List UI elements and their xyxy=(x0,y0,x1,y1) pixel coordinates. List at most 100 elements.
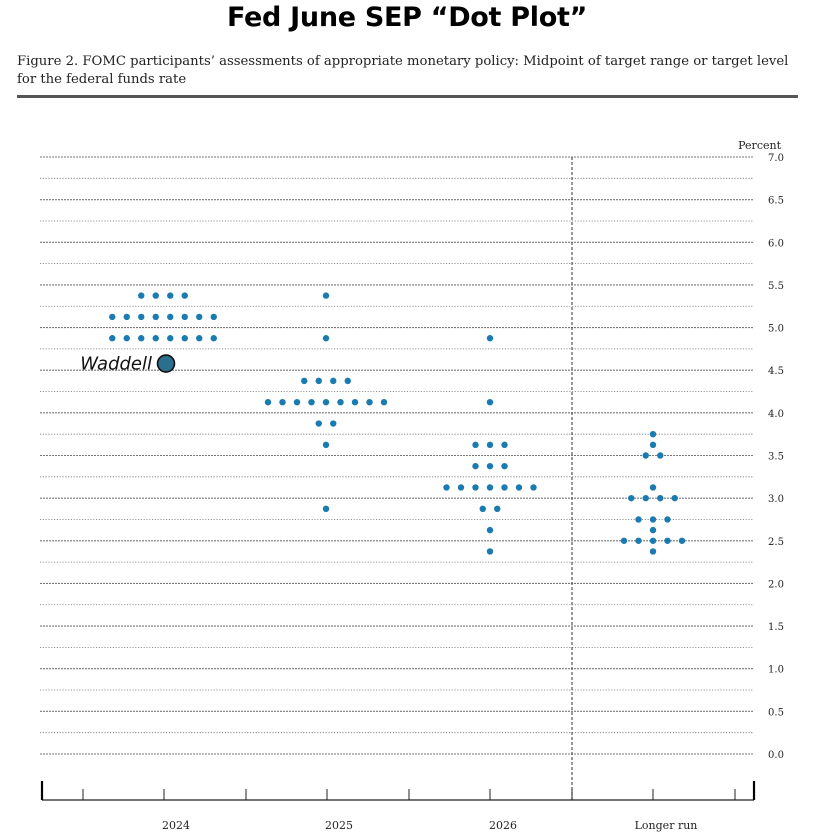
y-tick-label: 3.0 xyxy=(768,494,784,505)
participant-dot xyxy=(443,484,450,491)
participant-dot xyxy=(649,430,657,438)
participant-dot xyxy=(293,398,301,406)
participant-dot xyxy=(457,484,465,491)
participant-dot xyxy=(167,292,174,299)
participant-dot xyxy=(515,484,523,491)
participant-dot xyxy=(635,516,642,523)
participant-dot xyxy=(123,335,130,342)
participant-dot xyxy=(649,526,657,534)
participant-dot xyxy=(664,516,671,523)
participant-dot xyxy=(635,537,642,544)
participant-dot xyxy=(322,505,330,513)
y-axis-label: Percent xyxy=(738,139,781,152)
participant-dot xyxy=(301,377,308,385)
participant-dot xyxy=(486,526,494,534)
participant-dot xyxy=(628,494,635,502)
participant-dot xyxy=(210,335,217,342)
participant-dot xyxy=(167,335,174,342)
participant-dot xyxy=(649,516,657,523)
participant-dot xyxy=(649,484,657,491)
caption-rule xyxy=(17,95,798,98)
participant-dot xyxy=(472,462,479,470)
annotation: Waddell xyxy=(80,354,176,375)
participant-dot xyxy=(479,505,486,513)
grid-lines xyxy=(40,156,754,800)
participant-dot xyxy=(486,484,494,491)
y-tick-label: 0.5 xyxy=(768,707,784,718)
participant-dot xyxy=(351,398,359,406)
participant-dot xyxy=(366,398,373,406)
participant-dot xyxy=(486,335,494,342)
participant-dot xyxy=(649,537,657,544)
y-tick-label: 7.0 xyxy=(768,153,784,164)
participant-dot xyxy=(322,441,330,449)
dot-series xyxy=(109,292,686,555)
participant-dot xyxy=(109,335,116,342)
y-tick-label: 1.0 xyxy=(768,665,784,676)
participant-dot xyxy=(620,537,628,544)
participant-dot xyxy=(152,313,159,321)
participant-dot xyxy=(657,494,664,502)
y-tick-label: 2.0 xyxy=(768,579,784,590)
participant-dot xyxy=(649,441,657,449)
participant-dot xyxy=(337,398,344,406)
participant-dot xyxy=(138,335,145,342)
participant-dot xyxy=(530,484,537,491)
participant-dot xyxy=(196,313,203,321)
participant-dot xyxy=(138,292,145,299)
participant-dot xyxy=(315,377,322,385)
participant-dot xyxy=(486,462,494,470)
annotation-dot xyxy=(156,354,176,373)
participant-dot xyxy=(671,494,678,502)
participant-dot xyxy=(664,537,671,544)
participant-dot xyxy=(264,398,272,406)
participant-dot xyxy=(167,313,174,321)
x-tick-label: 2025 xyxy=(325,819,353,832)
participant-dot xyxy=(152,292,159,299)
participant-dot xyxy=(181,335,188,342)
participant-dot xyxy=(123,313,130,321)
x-tick-label: 2024 xyxy=(162,819,190,832)
x-tick-label: 2026 xyxy=(489,819,517,832)
participant-dot xyxy=(657,452,664,459)
participant-dot xyxy=(501,462,508,470)
participant-dot xyxy=(472,441,479,449)
participant-dot xyxy=(196,335,203,342)
participant-dot xyxy=(501,441,508,449)
y-tick-label: 0.0 xyxy=(768,750,784,761)
participant-dot xyxy=(322,398,330,406)
y-tick-label: 1.5 xyxy=(768,622,784,633)
y-tick-label: 6.0 xyxy=(768,238,784,249)
participant-dot xyxy=(501,484,508,491)
participant-dot xyxy=(649,548,657,555)
participant-dot xyxy=(380,398,388,406)
headline-title: Fed June SEP “Dot Plot” xyxy=(226,2,588,33)
y-tick-label: 5.0 xyxy=(768,324,784,335)
participant-dot xyxy=(315,420,322,427)
x-tick-label: Longer run xyxy=(635,819,698,832)
participant-dot xyxy=(642,452,649,459)
participant-dot xyxy=(330,377,337,385)
participant-dot xyxy=(109,313,116,321)
figure-caption: Figure 2. FOMC participants’ assessments… xyxy=(17,54,789,87)
y-tick-label: 4.0 xyxy=(768,409,784,420)
participant-dot xyxy=(279,398,286,406)
participant-dot xyxy=(322,335,330,342)
y-tick-labels: 0.0 0.5 1.0 1.5 2.0 2.5 3.0 3.5 4.0 4.5 5.0 5.5 6.0 6… xyxy=(768,153,784,761)
y-tick-label: 2.5 xyxy=(768,537,784,548)
participant-dot xyxy=(181,292,188,299)
participant-dot xyxy=(322,292,330,299)
participant-dot xyxy=(642,494,649,502)
y-tick-label: 4.5 xyxy=(768,366,784,377)
participant-dot xyxy=(494,505,501,513)
participant-dot xyxy=(486,548,494,555)
participant-dot xyxy=(330,420,337,427)
y-tick-label: 3.5 xyxy=(768,452,784,463)
y-tick-label: 5.5 xyxy=(768,281,784,292)
participant-dot xyxy=(308,398,315,406)
participant-dot xyxy=(181,313,188,321)
participant-dot xyxy=(678,537,686,544)
participant-dot xyxy=(486,398,494,406)
participant-dot xyxy=(138,313,145,321)
participant-dot xyxy=(152,335,159,342)
